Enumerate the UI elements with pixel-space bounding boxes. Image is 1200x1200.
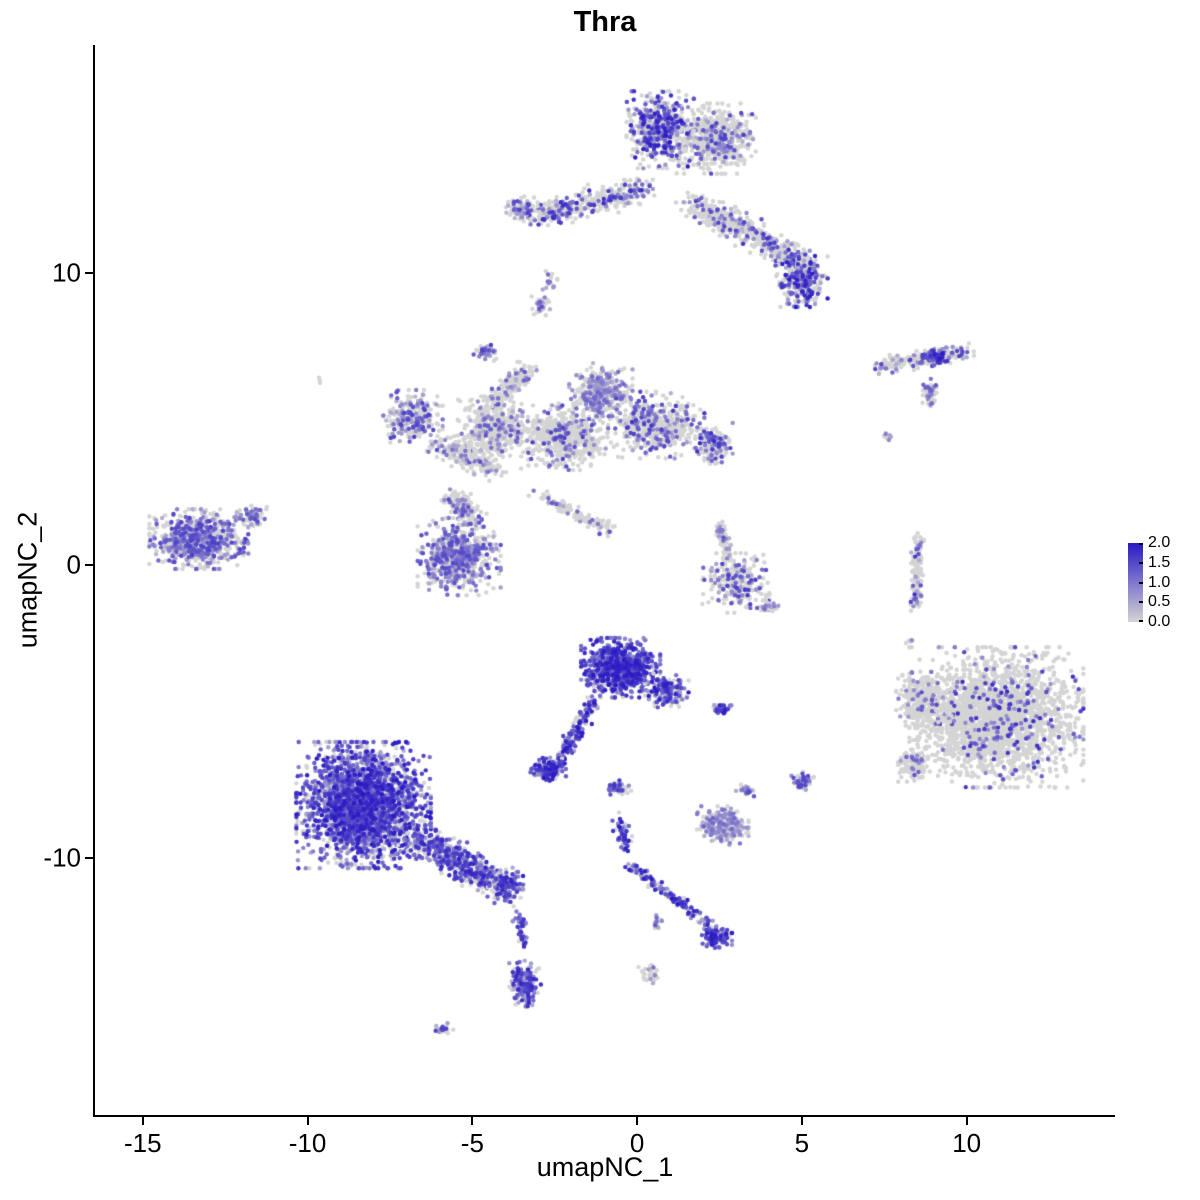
colorbar-tick-label: 1.5: [1148, 553, 1171, 571]
x-tick-label: 0: [629, 1128, 645, 1158]
colorbar-tick-mark: [1139, 581, 1143, 584]
colorbar-tick-label: 1.0: [1148, 573, 1171, 591]
y-tick-label: 0: [66, 549, 81, 580]
chart-title: Thra: [573, 6, 637, 38]
colorbar-tick-label: 0.5: [1148, 593, 1171, 611]
x-tick-mark: [471, 1117, 474, 1125]
colorbar-tick-mark: [1139, 601, 1143, 604]
x-tick-label: -15: [123, 1128, 162, 1158]
y-axis-line: [93, 45, 95, 1117]
x-axis-line: [93, 1115, 1115, 1117]
y-tick-label: 10: [52, 257, 81, 288]
x-tick-mark: [965, 1117, 968, 1125]
x-tick-label: 10: [952, 1128, 982, 1158]
x-tick-mark: [141, 1117, 144, 1125]
x-tick-mark: [636, 1117, 639, 1125]
y-tick-mark: [85, 856, 93, 859]
x-tick-label: 5: [794, 1128, 810, 1158]
x-tick-mark: [306, 1117, 309, 1125]
x-tick-label: -10: [288, 1128, 327, 1158]
colorbar-tick-mark: [1139, 543, 1143, 545]
x-tick-label: -5: [460, 1128, 484, 1158]
scatter-canvas: [95, 45, 1115, 1115]
colorbar-tick-mark: [1139, 561, 1143, 564]
x-axis-label: umapNC_1: [536, 1152, 674, 1182]
colorbar-tick-label: 2.0: [1148, 534, 1171, 551]
y-tick-mark: [85, 564, 93, 567]
y-tick-mark: [85, 272, 93, 275]
y-tick-label: -10: [43, 842, 81, 873]
colorbar-tick-label: 0.0: [1148, 613, 1171, 630]
colorbar-tick-mark: [1139, 620, 1143, 622]
y-axis-label: umapNC_2: [12, 511, 43, 649]
x-tick-mark: [800, 1117, 803, 1125]
